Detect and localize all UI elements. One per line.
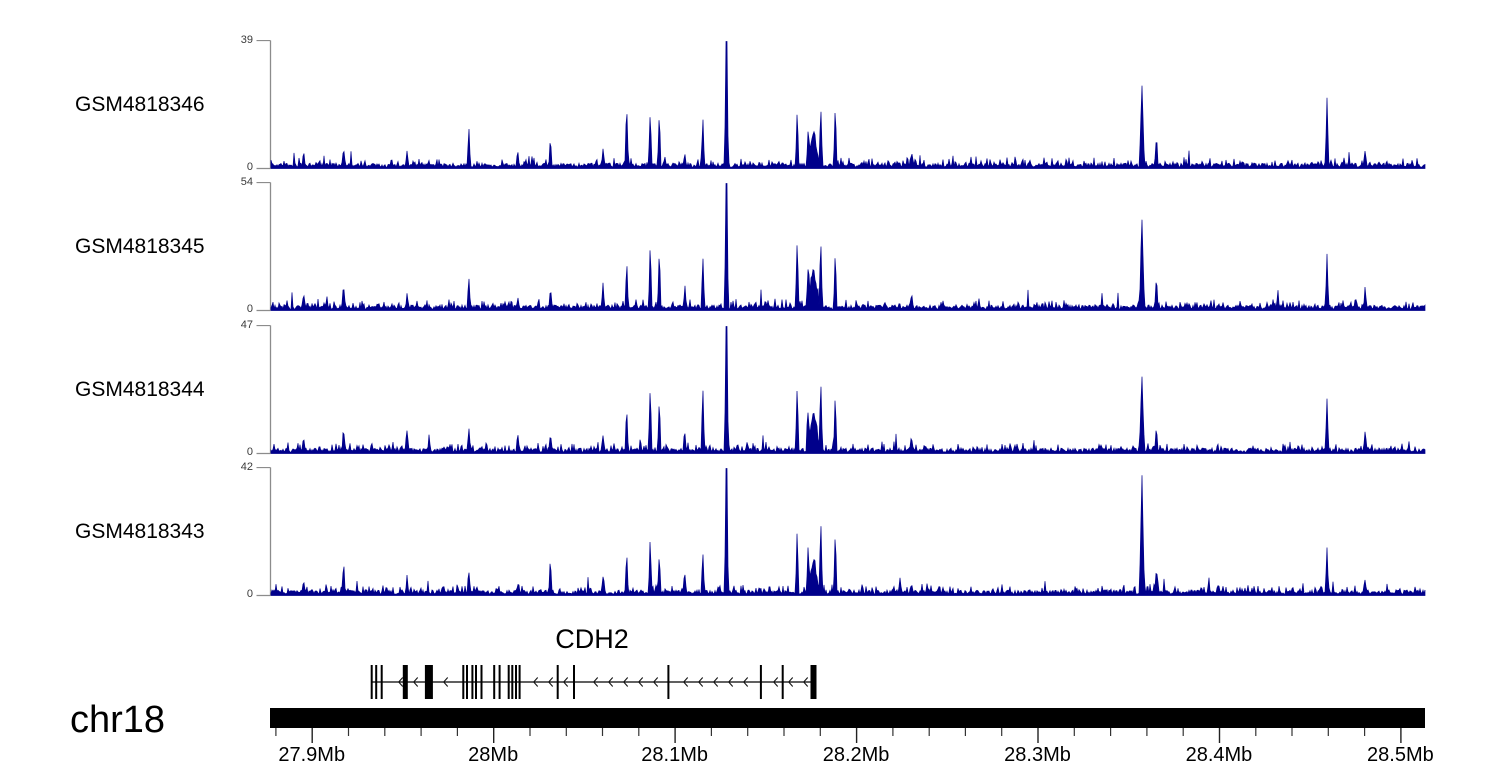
y-axis-max-label: 54 — [240, 176, 253, 188]
axis-tick-label: 28Mb — [468, 744, 519, 766]
y-axis-zero-label: 0 — [246, 303, 253, 315]
coverage-plot — [256, 467, 1426, 597]
y-axis-zero-label: 0 — [246, 161, 253, 173]
signal-track-row-4: GSM4818343 42 0 — [0, 461, 1500, 600]
signal-track-row-2: GSM4818345 54 0 — [0, 176, 1500, 315]
chromosome-ideogram-bar — [270, 708, 1425, 728]
axis-tick-label: 28.3Mb — [1004, 744, 1071, 766]
chromosome-name-label: chr18 — [70, 699, 166, 741]
axis-tick-label: 28.5Mb — [1367, 744, 1434, 766]
track-label: GSM4818343 — [75, 520, 205, 543]
track-label: GSM4818344 — [75, 378, 205, 401]
signal-track-row-3: GSM4818344 47 0 — [0, 319, 1500, 458]
axis-tick-label: 28.1Mb — [641, 744, 708, 766]
coordinate-axis-ticks — [275, 728, 1402, 743]
track-label: GSM4818345 — [75, 235, 205, 258]
coverage-plot — [256, 182, 1426, 312]
axis-tick-label: 28.2Mb — [822, 744, 890, 766]
y-axis-max-label: 42 — [240, 461, 253, 473]
gene-model-track — [370, 665, 817, 699]
y-axis-max-label: 39 — [240, 34, 253, 46]
y-axis-zero-label: 0 — [246, 588, 253, 600]
y-axis-max-label: 47 — [240, 319, 253, 331]
coverage-plot — [256, 325, 1426, 455]
signal-track-row-1: GSM4818346 39 0 — [0, 34, 1500, 173]
track-label: GSM4818346 — [75, 93, 205, 116]
y-axis-zero-label: 0 — [246, 446, 253, 458]
gene-name-label: CDH2 — [555, 624, 629, 654]
coverage-plot — [256, 40, 1426, 170]
axis-tick-label: 28.4Mb — [1185, 744, 1253, 766]
axis-tick-label: 27.9Mb — [278, 744, 346, 766]
